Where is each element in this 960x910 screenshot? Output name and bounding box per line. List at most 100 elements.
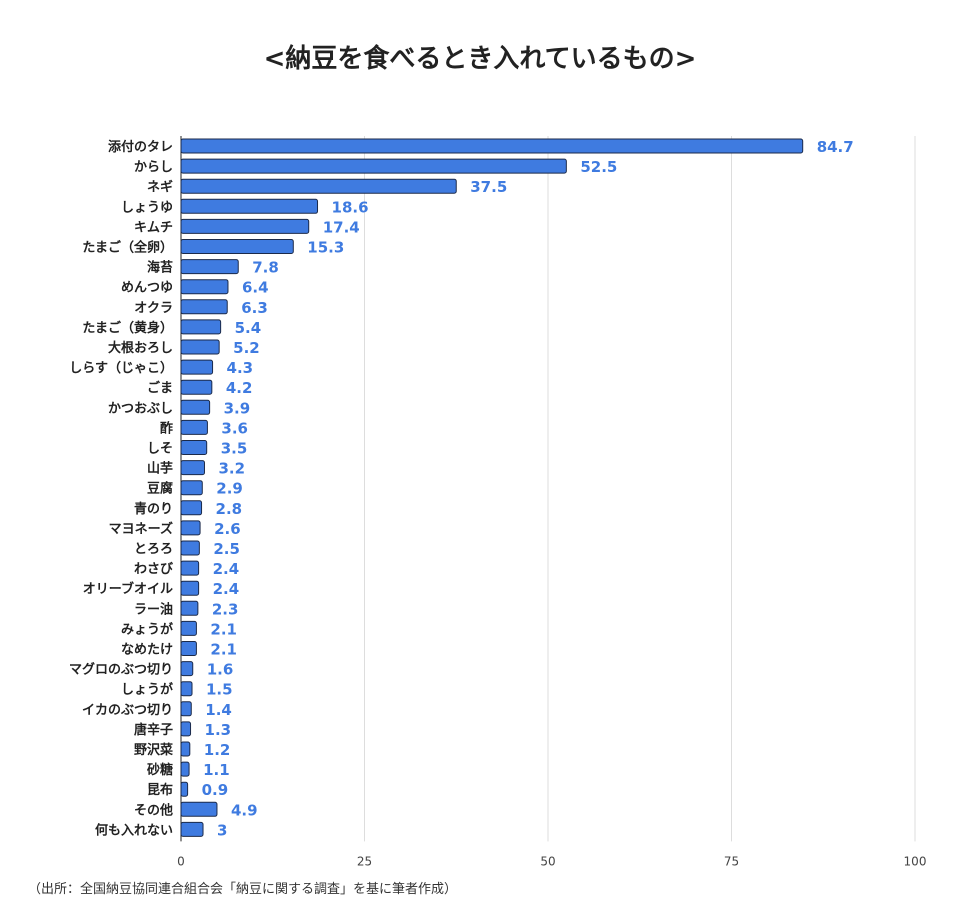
value-label: 18.6 xyxy=(332,198,369,216)
value-label: 2.3 xyxy=(212,600,239,618)
bar xyxy=(180,339,220,355)
value-label: 5.2 xyxy=(233,339,260,357)
value-label: 52.5 xyxy=(580,158,617,176)
category-label: たまご（黄身） xyxy=(82,320,173,336)
category-label: 添付のタレ xyxy=(108,139,173,155)
value-label: 2.4 xyxy=(213,560,240,578)
value-label: 2.1 xyxy=(210,641,237,659)
bar xyxy=(180,138,804,154)
value-label: 4.2 xyxy=(226,379,253,397)
value-label: 1.2 xyxy=(204,741,231,759)
bar xyxy=(180,580,200,596)
category-label: ごま xyxy=(147,380,173,396)
value-label: 2.4 xyxy=(213,580,240,598)
category-label: からし xyxy=(134,160,173,175)
bar xyxy=(180,158,567,174)
category-label: 酢 xyxy=(160,420,173,436)
value-label: 1.1 xyxy=(203,761,230,779)
value-label: 3.6 xyxy=(221,419,248,437)
value-label: 2.6 xyxy=(214,520,241,538)
bar xyxy=(180,259,239,275)
category-label: みょうが xyxy=(121,621,173,637)
bar xyxy=(180,600,199,616)
x-tick-label: 75 xyxy=(724,854,739,868)
value-label: 37.5 xyxy=(470,178,507,196)
category-label: 野沢菜 xyxy=(134,742,173,758)
category-label: とろろ xyxy=(134,542,173,557)
category-label: オクラ xyxy=(134,301,173,316)
category-label: キムチ xyxy=(134,220,173,235)
value-label: 0.9 xyxy=(202,781,229,799)
bar xyxy=(180,540,200,556)
value-label: 3.5 xyxy=(221,440,248,458)
value-label: 6.3 xyxy=(241,299,268,317)
bar xyxy=(180,761,190,777)
category-label: オリーブオイル xyxy=(83,581,173,597)
value-label: 1.4 xyxy=(205,701,232,719)
bar xyxy=(180,379,213,395)
value-label: 3 xyxy=(217,821,227,839)
value-label: 1.5 xyxy=(206,681,233,699)
category-label: 何も入れない xyxy=(95,822,173,838)
bar xyxy=(180,741,191,757)
category-label: 唐辛子 xyxy=(134,722,173,738)
bar xyxy=(180,239,294,254)
bar xyxy=(180,419,208,435)
category-label: なめたけ xyxy=(121,643,173,658)
category-label: かつおぶし xyxy=(108,401,173,416)
bar xyxy=(180,279,229,295)
bar xyxy=(180,460,205,476)
category-label: わさび xyxy=(134,562,174,577)
x-tick-label: 50 xyxy=(540,854,555,868)
bar-chart: 0 25 50 75 100 添付のタレ 84.7 からし 52.5 ネギ 37.5 しょうゆ 18.6… xyxy=(69,136,927,868)
category-label: マグロのぶつ切り xyxy=(69,662,173,678)
category-label: その他 xyxy=(134,802,173,818)
bar xyxy=(180,218,310,234)
bar xyxy=(180,198,319,214)
category-label: 豆腐 xyxy=(147,481,173,497)
category-label: マヨネーズ xyxy=(109,521,173,537)
value-label: 4.9 xyxy=(231,801,258,819)
value-label: 17.4 xyxy=(323,218,360,236)
value-label: 15.3 xyxy=(307,239,344,257)
bar xyxy=(180,399,211,415)
value-label: 2.8 xyxy=(216,500,243,518)
value-label: 2.9 xyxy=(216,480,243,498)
bar xyxy=(180,440,208,455)
x-tick-label: 0 xyxy=(177,854,185,868)
bar xyxy=(180,721,192,737)
bar xyxy=(180,681,193,697)
bar xyxy=(180,781,189,797)
value-label: 5.4 xyxy=(235,319,262,337)
bar xyxy=(180,620,197,636)
category-label: ラー油 xyxy=(134,601,173,617)
bar xyxy=(180,500,203,516)
category-label: しそ xyxy=(147,442,173,457)
source-note: （出所：全国納豆協同連合組合会「納豆に関する調査」を基に筆者作成） xyxy=(28,882,458,897)
category-label: しょうゆ xyxy=(121,200,173,215)
bar xyxy=(180,701,192,717)
value-label: 6.4 xyxy=(242,279,269,297)
bar xyxy=(180,299,228,315)
x-tick-label: 100 xyxy=(904,854,927,868)
value-label: 3.2 xyxy=(218,460,245,478)
bar xyxy=(180,178,457,194)
value-label: 84.7 xyxy=(817,138,854,156)
bar xyxy=(180,661,194,677)
chart-title: <納豆を食べるとき入れているもの> xyxy=(263,44,697,74)
category-label: 大根おろし xyxy=(108,340,173,356)
bar xyxy=(180,821,204,837)
category-label: しょうが xyxy=(121,682,173,698)
value-label: 2.5 xyxy=(213,540,240,558)
category-label: 山芋 xyxy=(147,461,173,477)
value-label: 2.1 xyxy=(210,620,237,638)
category-label: しらす（じゃこ） xyxy=(69,360,173,376)
bar xyxy=(180,560,200,576)
category-label: ネギ xyxy=(147,179,173,195)
bar xyxy=(180,319,222,335)
bar xyxy=(180,480,203,496)
category-label: イカのぶつ切り xyxy=(82,703,173,718)
category-label: 昆布 xyxy=(147,782,173,798)
bar xyxy=(180,801,218,817)
bar xyxy=(180,641,197,656)
